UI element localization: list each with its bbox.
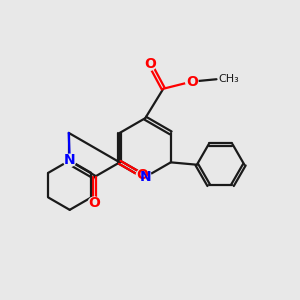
Text: O: O <box>186 75 198 88</box>
Text: O: O <box>136 168 148 182</box>
Text: N: N <box>140 170 151 184</box>
Circle shape <box>64 154 76 167</box>
Circle shape <box>186 75 198 88</box>
Circle shape <box>136 169 148 182</box>
Text: O: O <box>144 57 156 71</box>
Circle shape <box>139 171 152 183</box>
Circle shape <box>144 58 156 70</box>
Circle shape <box>88 197 100 209</box>
Text: N: N <box>64 153 76 167</box>
Text: O: O <box>88 196 100 210</box>
Text: CH₃: CH₃ <box>218 74 239 84</box>
